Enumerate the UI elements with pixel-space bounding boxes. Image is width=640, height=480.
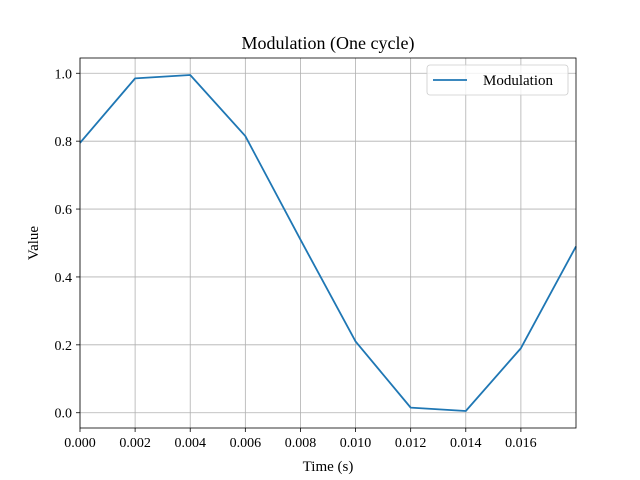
chart-title: Modulation (One cycle) <box>242 33 415 54</box>
y-axis-label: Value <box>26 226 42 260</box>
x-axis: 0.000 0.002 0.004 0.006 0.008 0.010 0.012 0.014… <box>64 428 537 451</box>
x-tick-label: 0.000 <box>64 436 96 451</box>
x-tick-label: 0.002 <box>119 436 151 451</box>
y-tick-label: 0.8 <box>55 135 73 150</box>
series-layer <box>79 74 577 412</box>
series-line-modulation <box>79 74 577 412</box>
y-tick-label: 0.6 <box>55 203 73 218</box>
y-tick-label: 0.4 <box>55 271 73 286</box>
axes-frame <box>79 57 577 429</box>
y-tick-label: 1.0 <box>55 67 73 82</box>
x-axis-label: Time (s) <box>303 459 354 475</box>
x-tick-label: 0.012 <box>395 436 427 451</box>
grid-lines <box>79 58 576 428</box>
legend-box <box>426 64 569 96</box>
x-tick-label: 0.004 <box>174 436 206 451</box>
y-tick-label: 0.2 <box>55 339 73 354</box>
y-tick-label: 0.0 <box>55 407 73 422</box>
y-axis: 0.0 0.2 0.4 0.6 0.8 1.0 <box>55 67 80 422</box>
x-tick-label: 0.008 <box>285 436 317 451</box>
x-tick-label: 0.010 <box>340 436 372 451</box>
x-tick-label: 0.006 <box>230 436 262 451</box>
legend-label-modulation: Modulation <box>483 73 553 89</box>
x-tick-label: 0.016 <box>505 436 537 451</box>
x-tick-label: 0.014 <box>450 436 482 451</box>
legend: Modulation <box>426 64 569 96</box>
